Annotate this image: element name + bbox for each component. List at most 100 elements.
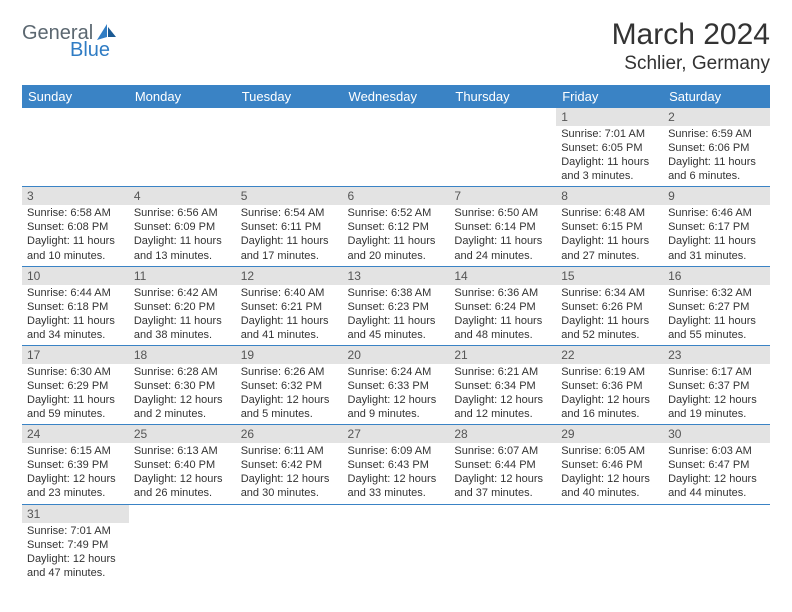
sunrise-text: Sunrise: 6:03 AM (668, 444, 765, 458)
sunrise-text: Sunrise: 6:56 AM (134, 206, 231, 220)
day-number: 23 (663, 346, 770, 364)
day-number (236, 108, 343, 126)
day-details: Sunrise: 6:11 AMSunset: 6:42 PMDaylight:… (236, 443, 343, 503)
day-number: 13 (343, 267, 450, 285)
weekday-header: Sunday (22, 85, 129, 108)
calendar-cell: 26Sunrise: 6:11 AMSunset: 6:42 PMDayligh… (236, 425, 343, 504)
day-details: Sunrise: 6:58 AMSunset: 6:08 PMDaylight:… (22, 205, 129, 265)
daylight-text: Daylight: 12 hours and 33 minutes. (348, 472, 445, 500)
sunset-text: Sunset: 6:34 PM (454, 379, 551, 393)
sunset-text: Sunset: 6:23 PM (348, 300, 445, 314)
calendar-cell: 3Sunrise: 6:58 AMSunset: 6:08 PMDaylight… (22, 187, 129, 266)
calendar-cell (129, 108, 236, 187)
day-number (556, 505, 663, 523)
sunset-text: Sunset: 6:11 PM (241, 220, 338, 234)
day-number: 3 (22, 187, 129, 205)
sunset-text: Sunset: 7:49 PM (27, 538, 124, 552)
day-number: 21 (449, 346, 556, 364)
sunset-text: Sunset: 6:46 PM (561, 458, 658, 472)
weekday-header: Friday (556, 85, 663, 108)
day-number (129, 505, 236, 523)
sunrise-text: Sunrise: 6:07 AM (454, 444, 551, 458)
calendar-cell: 8Sunrise: 6:48 AMSunset: 6:15 PMDaylight… (556, 187, 663, 266)
calendar-cell (663, 504, 770, 583)
sunset-text: Sunset: 6:40 PM (134, 458, 231, 472)
daylight-text: Daylight: 12 hours and 44 minutes. (668, 472, 765, 500)
sunset-text: Sunset: 6:06 PM (668, 141, 765, 155)
daylight-text: Daylight: 11 hours and 17 minutes. (241, 234, 338, 262)
sunrise-text: Sunrise: 6:46 AM (668, 206, 765, 220)
calendar-cell: 12Sunrise: 6:40 AMSunset: 6:21 PMDayligh… (236, 266, 343, 345)
calendar-cell: 24Sunrise: 6:15 AMSunset: 6:39 PMDayligh… (22, 425, 129, 504)
sunset-text: Sunset: 6:21 PM (241, 300, 338, 314)
day-number: 24 (22, 425, 129, 443)
sunrise-text: Sunrise: 6:05 AM (561, 444, 658, 458)
daylight-text: Daylight: 12 hours and 30 minutes. (241, 472, 338, 500)
sunset-text: Sunset: 6:14 PM (454, 220, 551, 234)
day-details: Sunrise: 6:24 AMSunset: 6:33 PMDaylight:… (343, 364, 450, 424)
daylight-text: Daylight: 12 hours and 26 minutes. (134, 472, 231, 500)
sunrise-text: Sunrise: 6:15 AM (27, 444, 124, 458)
calendar-cell: 11Sunrise: 6:42 AMSunset: 6:20 PMDayligh… (129, 266, 236, 345)
weekday-header: Thursday (449, 85, 556, 108)
day-details: Sunrise: 6:52 AMSunset: 6:12 PMDaylight:… (343, 205, 450, 265)
sunset-text: Sunset: 6:39 PM (27, 458, 124, 472)
day-number (343, 505, 450, 523)
daylight-text: Daylight: 11 hours and 31 minutes. (668, 234, 765, 262)
title-block: March 2024 Schlier, Germany (612, 18, 770, 75)
calendar-row: 3Sunrise: 6:58 AMSunset: 6:08 PMDaylight… (22, 187, 770, 266)
day-details: Sunrise: 6:42 AMSunset: 6:20 PMDaylight:… (129, 285, 236, 345)
daylight-text: Daylight: 12 hours and 19 minutes. (668, 393, 765, 421)
sunrise-text: Sunrise: 6:48 AM (561, 206, 658, 220)
day-details: Sunrise: 6:50 AMSunset: 6:14 PMDaylight:… (449, 205, 556, 265)
calendar-row: 17Sunrise: 6:30 AMSunset: 6:29 PMDayligh… (22, 345, 770, 424)
logo-sail-icon (96, 23, 118, 41)
day-number: 5 (236, 187, 343, 205)
daylight-text: Daylight: 11 hours and 55 minutes. (668, 314, 765, 342)
day-number: 25 (129, 425, 236, 443)
day-number: 19 (236, 346, 343, 364)
day-details: Sunrise: 6:36 AMSunset: 6:24 PMDaylight:… (449, 285, 556, 345)
daylight-text: Daylight: 11 hours and 24 minutes. (454, 234, 551, 262)
day-details: Sunrise: 6:40 AMSunset: 6:21 PMDaylight:… (236, 285, 343, 345)
daylight-text: Daylight: 12 hours and 37 minutes. (454, 472, 551, 500)
location: Schlier, Germany (612, 53, 770, 75)
sunrise-text: Sunrise: 6:21 AM (454, 365, 551, 379)
sunset-text: Sunset: 6:44 PM (454, 458, 551, 472)
day-number: 4 (129, 187, 236, 205)
daylight-text: Daylight: 12 hours and 5 minutes. (241, 393, 338, 421)
daylight-text: Daylight: 11 hours and 45 minutes. (348, 314, 445, 342)
sunset-text: Sunset: 6:18 PM (27, 300, 124, 314)
daylight-text: Daylight: 12 hours and 23 minutes. (27, 472, 124, 500)
weekday-header-row: SundayMondayTuesdayWednesdayThursdayFrid… (22, 85, 770, 108)
day-details: Sunrise: 6:32 AMSunset: 6:27 PMDaylight:… (663, 285, 770, 345)
day-number: 14 (449, 267, 556, 285)
calendar-cell: 23Sunrise: 6:17 AMSunset: 6:37 PMDayligh… (663, 345, 770, 424)
calendar-cell: 18Sunrise: 6:28 AMSunset: 6:30 PMDayligh… (129, 345, 236, 424)
sunset-text: Sunset: 6:33 PM (348, 379, 445, 393)
daylight-text: Daylight: 11 hours and 59 minutes. (27, 393, 124, 421)
day-details: Sunrise: 6:17 AMSunset: 6:37 PMDaylight:… (663, 364, 770, 424)
day-details: Sunrise: 6:34 AMSunset: 6:26 PMDaylight:… (556, 285, 663, 345)
calendar-cell: 28Sunrise: 6:07 AMSunset: 6:44 PMDayligh… (449, 425, 556, 504)
day-number: 17 (22, 346, 129, 364)
day-details: Sunrise: 6:46 AMSunset: 6:17 PMDaylight:… (663, 205, 770, 265)
daylight-text: Daylight: 11 hours and 10 minutes. (27, 234, 124, 262)
sunrise-text: Sunrise: 7:01 AM (561, 127, 658, 141)
day-details: Sunrise: 6:19 AMSunset: 6:36 PMDaylight:… (556, 364, 663, 424)
sunset-text: Sunset: 6:27 PM (668, 300, 765, 314)
day-number: 6 (343, 187, 450, 205)
calendar-cell: 14Sunrise: 6:36 AMSunset: 6:24 PMDayligh… (449, 266, 556, 345)
day-number: 1 (556, 108, 663, 126)
day-number: 29 (556, 425, 663, 443)
weekday-header: Saturday (663, 85, 770, 108)
day-number: 27 (343, 425, 450, 443)
sunrise-text: Sunrise: 6:42 AM (134, 286, 231, 300)
sunrise-text: Sunrise: 6:32 AM (668, 286, 765, 300)
sunset-text: Sunset: 6:42 PM (241, 458, 338, 472)
sunrise-text: Sunrise: 6:13 AM (134, 444, 231, 458)
sunset-text: Sunset: 6:24 PM (454, 300, 551, 314)
day-number (343, 108, 450, 126)
day-details: Sunrise: 6:59 AMSunset: 6:06 PMDaylight:… (663, 126, 770, 186)
daylight-text: Daylight: 11 hours and 41 minutes. (241, 314, 338, 342)
